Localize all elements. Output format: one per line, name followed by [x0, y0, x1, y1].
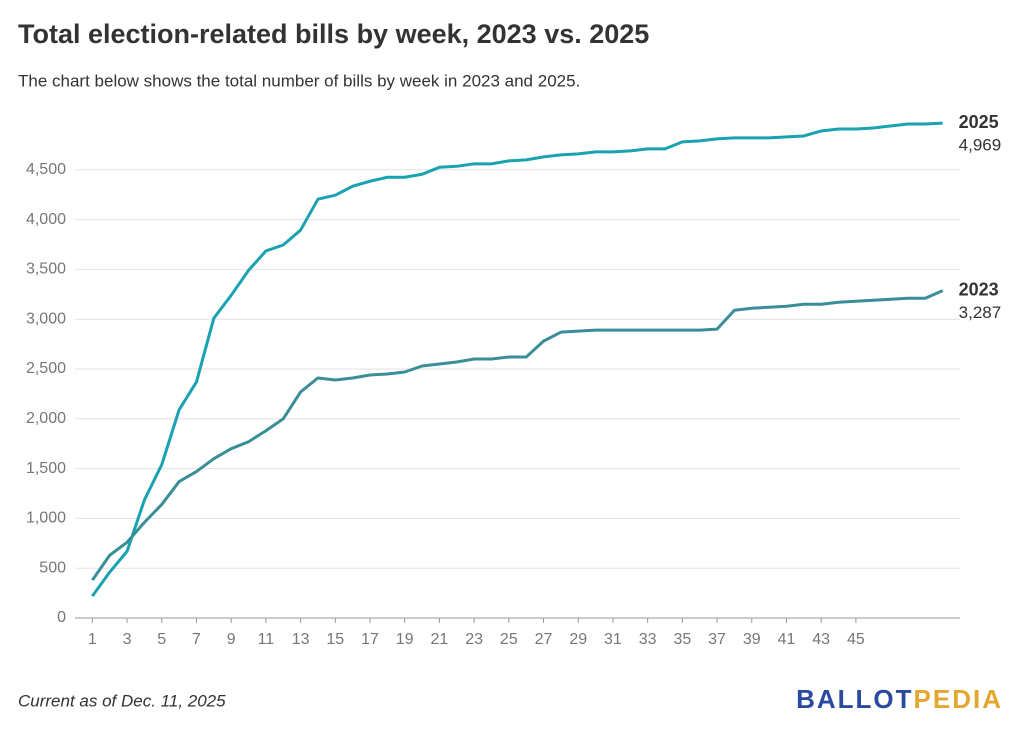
y-tick-label: 4,000 [26, 211, 66, 228]
x-tick-label: 31 [604, 631, 622, 648]
x-tick-label: 15 [326, 631, 344, 648]
x-tick-label: 11 [258, 631, 275, 648]
x-tick-label: 27 [535, 631, 553, 648]
x-tick-label: 23 [465, 631, 483, 648]
logo: BALLOTPEDIA [796, 684, 1003, 714]
x-tick-label: 43 [812, 631, 830, 648]
value-label: 3,287 [959, 303, 1002, 322]
x-tick-label: 25 [500, 631, 518, 648]
y-tick-label: 3,500 [26, 261, 66, 278]
y-tick-label: 2,500 [26, 360, 66, 377]
line [91, 289, 944, 582]
x-tick-label: 5 [157, 631, 166, 648]
value-label: 4,969 [959, 136, 1002, 155]
y-tick-label: 3,000 [26, 310, 66, 327]
y-tick-label: 1,000 [26, 510, 66, 527]
x-tick-label: 39 [743, 631, 761, 648]
series-label: 2023 [959, 279, 999, 299]
y-tick-label: 500 [39, 559, 66, 576]
x-tick-label: 33 [639, 631, 657, 648]
y-tick-label: 0 [57, 609, 66, 626]
x-tick-label: 29 [569, 631, 587, 648]
logo-first: BALLOT [796, 684, 913, 714]
x-tick-label: 41 [778, 631, 796, 648]
y-tick-label: 4,500 [26, 161, 66, 178]
logo-second: PEDIA [914, 684, 1003, 714]
x-tick-label: 9 [227, 631, 236, 648]
x-tick-label: 1 [88, 631, 97, 648]
x-tick-label: 13 [292, 631, 310, 648]
x-tick-label: 35 [673, 631, 691, 648]
line [91, 121, 943, 597]
y-tick-label: 1,500 [26, 460, 66, 477]
chart-title: Total election-related bills by week, 20… [18, 19, 649, 49]
x-tick-label: 7 [192, 631, 201, 648]
note: Current as of Dec. 11, 2025 [18, 691, 226, 710]
x-tick-label: 17 [361, 631, 379, 648]
series-label: 2025 [959, 112, 999, 132]
x-tick-label: 3 [123, 631, 132, 648]
x-tick-label: 45 [847, 631, 865, 648]
x-tick-label: 37 [708, 631, 726, 648]
x-tick-label: 21 [431, 631, 449, 648]
y-tick-label: 2,000 [26, 410, 66, 427]
x-tick-label: 19 [396, 631, 414, 648]
chart-subtitle: The chart below shows the total number o… [18, 71, 580, 90]
